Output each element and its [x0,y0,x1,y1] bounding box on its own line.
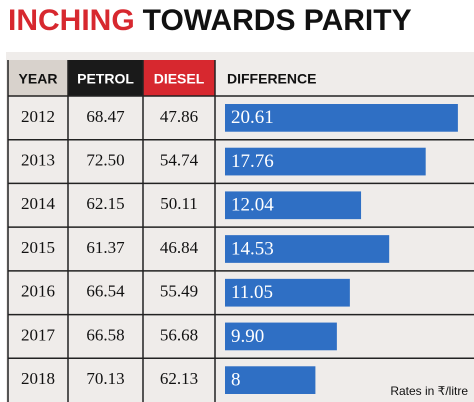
bar-label: 17.76 [231,151,274,172]
bar-label: 20.61 [231,107,274,128]
header-cell [143,60,215,96]
petrol-value: 62.15 [86,194,124,213]
bar [225,104,458,132]
year: 2018 [21,369,55,388]
year: 2016 [21,282,55,301]
column-header: PETROL [77,71,134,87]
bar [225,147,426,176]
diesel-value: 62.13 [160,369,198,388]
year: 2017 [21,325,56,344]
header-cell [215,60,470,96]
petrol-value: 68.47 [86,107,125,126]
header-cell [68,60,143,96]
petrol-value: 61.37 [86,238,125,257]
diesel-value: 55.49 [160,282,198,301]
title-part: INCHING [8,4,135,37]
bar-label: 9.90 [231,326,264,347]
year: 2013 [21,150,55,169]
bar [225,235,390,263]
year: 2015 [21,238,55,257]
bar [225,191,362,220]
header-cell [8,60,68,96]
column-header: DIESEL [154,71,205,87]
petrol-value: 66.58 [86,325,124,344]
title-part: TOWARDS PARITY [143,4,412,37]
bar-label: 12.04 [231,195,274,216]
bar [225,278,350,307]
petrol-value: 70.13 [86,369,124,388]
chart-title: INCHING TOWARDS PARITY [8,4,412,37]
bar-label: 14.53 [231,238,274,259]
bar [225,322,337,351]
year: 2014 [21,194,56,213]
column-header: DIFFERENCE [227,71,316,87]
bar-label: 11.05 [231,282,273,303]
note: Rates in ₹/litre [390,384,468,398]
diesel-value: 56.68 [160,325,198,344]
petrol-value: 72.50 [86,150,124,169]
diesel-value: 50.11 [160,194,198,213]
diesel-value: 47.86 [160,107,198,126]
bar [225,366,316,394]
diesel-value: 46.84 [160,238,199,257]
diesel-value: 54.74 [160,150,199,169]
petrol-value: 66.54 [86,282,125,301]
column-header: YEAR [19,71,58,87]
bar-label: 8 [231,370,241,391]
year: 2012 [21,107,55,126]
